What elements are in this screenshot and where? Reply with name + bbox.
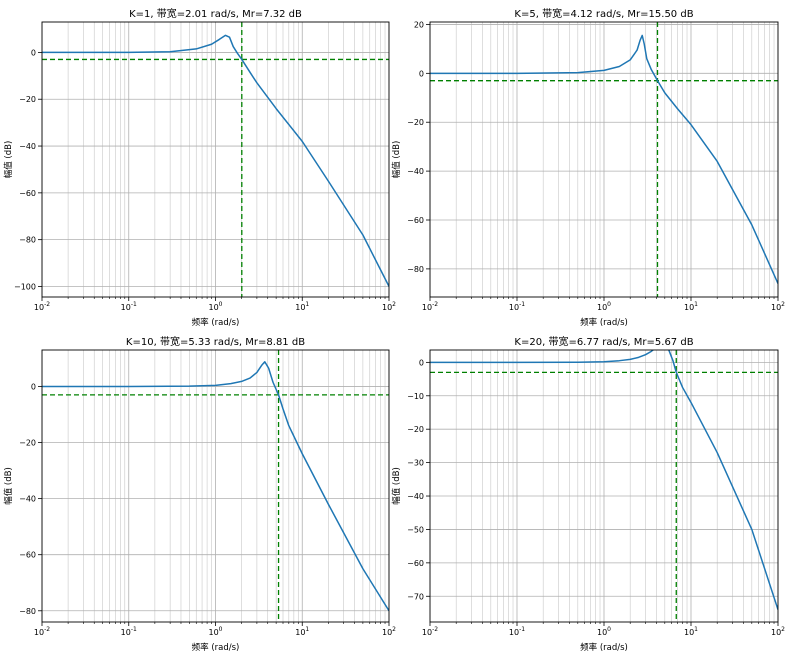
x-tick-label: 101 [684, 626, 698, 637]
y-tick-label: −60 [19, 189, 36, 198]
y-tick-label: −80 [407, 265, 424, 274]
x-tick-label: 10-1 [121, 301, 137, 312]
x-tick-label: 10-1 [509, 301, 525, 312]
x-tick-label: 100 [597, 626, 611, 637]
x-tick-label: 102 [771, 301, 785, 312]
subplot-title: K=10, 带宽=5.33 rad/s, Mr=8.81 dB [126, 335, 305, 348]
x-tick-label: 101 [684, 301, 698, 312]
y-axis-label: 幅值 (dB) [391, 141, 402, 179]
x-tick-label: 101 [295, 626, 309, 637]
subplot-4: 10-2 10-1 100 101 102 0 −10 −20 −30 −40 −50 −60 −70 K… [391, 335, 785, 653]
y-tick-label: −20 [407, 425, 424, 434]
reference-lines [430, 350, 778, 622]
x-tick-label: 10-2 [34, 301, 50, 312]
subplot-title: K=1, 带宽=2.01 rad/s, Mr=7.32 dB [129, 7, 302, 20]
y-tick-label: −20 [19, 439, 36, 448]
y-tick-label: −10 [407, 392, 424, 401]
subplot-3: 10-2 10-1 100 101 102 0 −20 −40 −60 −80 K=10, 带宽=5… [3, 335, 396, 653]
grid [42, 22, 389, 297]
y-axis-label: 幅值 (dB) [391, 467, 402, 505]
y-tick-label: 0 [31, 48, 36, 57]
y-tick-label: −40 [407, 167, 424, 176]
y-tick-label: −40 [407, 492, 424, 501]
y-axis-label: 幅值 (dB) [3, 467, 14, 505]
x-tick-label: 10-2 [34, 626, 50, 637]
reference-lines [42, 350, 389, 622]
subplot-title: K=20, 带宽=6.77 rad/s, Mr=5.67 dB [514, 335, 693, 348]
x-axis-label: 频率 (rad/s) [580, 642, 628, 653]
x-tick-label: 10-1 [121, 626, 137, 637]
y-tick-label: −60 [407, 216, 424, 225]
y-tick-label: −100 [14, 282, 36, 291]
y-tick-label: 0 [419, 358, 424, 367]
x-tick-label: 101 [295, 301, 309, 312]
x-tick-label: 102 [382, 626, 396, 637]
y-tick-label: −20 [19, 95, 36, 104]
subplot-2: 10-2 10-1 100 101 102 20 0 −20 −40 −60 −80 K=5, 带宽=… [391, 7, 785, 328]
x-axis-label: 频率 (rad/s) [192, 642, 240, 653]
y-tick-label: −50 [407, 525, 424, 534]
y-tick-label: −70 [407, 592, 424, 601]
y-tick-label: −80 [19, 236, 36, 245]
magnitude-curve [42, 34, 389, 287]
y-tick-label: −40 [19, 142, 36, 151]
x-tick-label: 100 [597, 301, 611, 312]
y-tick-label: −40 [19, 495, 36, 504]
magnitude-curve [430, 34, 778, 284]
y-tick-label: −60 [19, 551, 36, 560]
grid [430, 22, 778, 297]
y-tick-label: 20 [414, 20, 424, 29]
x-tick-label: 102 [771, 626, 785, 637]
x-tick-label: 10-2 [422, 301, 438, 312]
magnitude-curve [42, 361, 389, 612]
subplot-title: K=5, 带宽=4.12 rad/s, Mr=15.50 dB [514, 7, 693, 20]
reference-lines [42, 22, 389, 297]
x-tick-label: 10-2 [422, 626, 438, 637]
x-tick-label: 100 [208, 301, 222, 312]
grid [42, 350, 389, 622]
x-tick-label: 102 [382, 301, 396, 312]
y-tick-label: −30 [407, 459, 424, 468]
y-tick-label: −60 [407, 559, 424, 568]
y-axis-label: 幅值 (dB) [3, 141, 14, 179]
y-tick-label: 0 [31, 382, 36, 391]
subplot-1: 10-2 10-1 100 101 102 0 −20 −40 −60 −80 −100 K=1, 带… [3, 7, 396, 328]
y-tick-label: 0 [419, 69, 424, 78]
y-tick-label: −80 [19, 607, 36, 616]
y-tick-label: −20 [407, 118, 424, 127]
x-axis-label: 频率 (rad/s) [580, 317, 628, 328]
reference-lines [430, 22, 778, 297]
x-tick-label: 10-1 [509, 626, 525, 637]
x-axis-label: 频率 (rad/s) [192, 317, 240, 328]
x-tick-label: 100 [208, 626, 222, 637]
magnitude-curve [430, 350, 778, 610]
grid [430, 350, 778, 622]
